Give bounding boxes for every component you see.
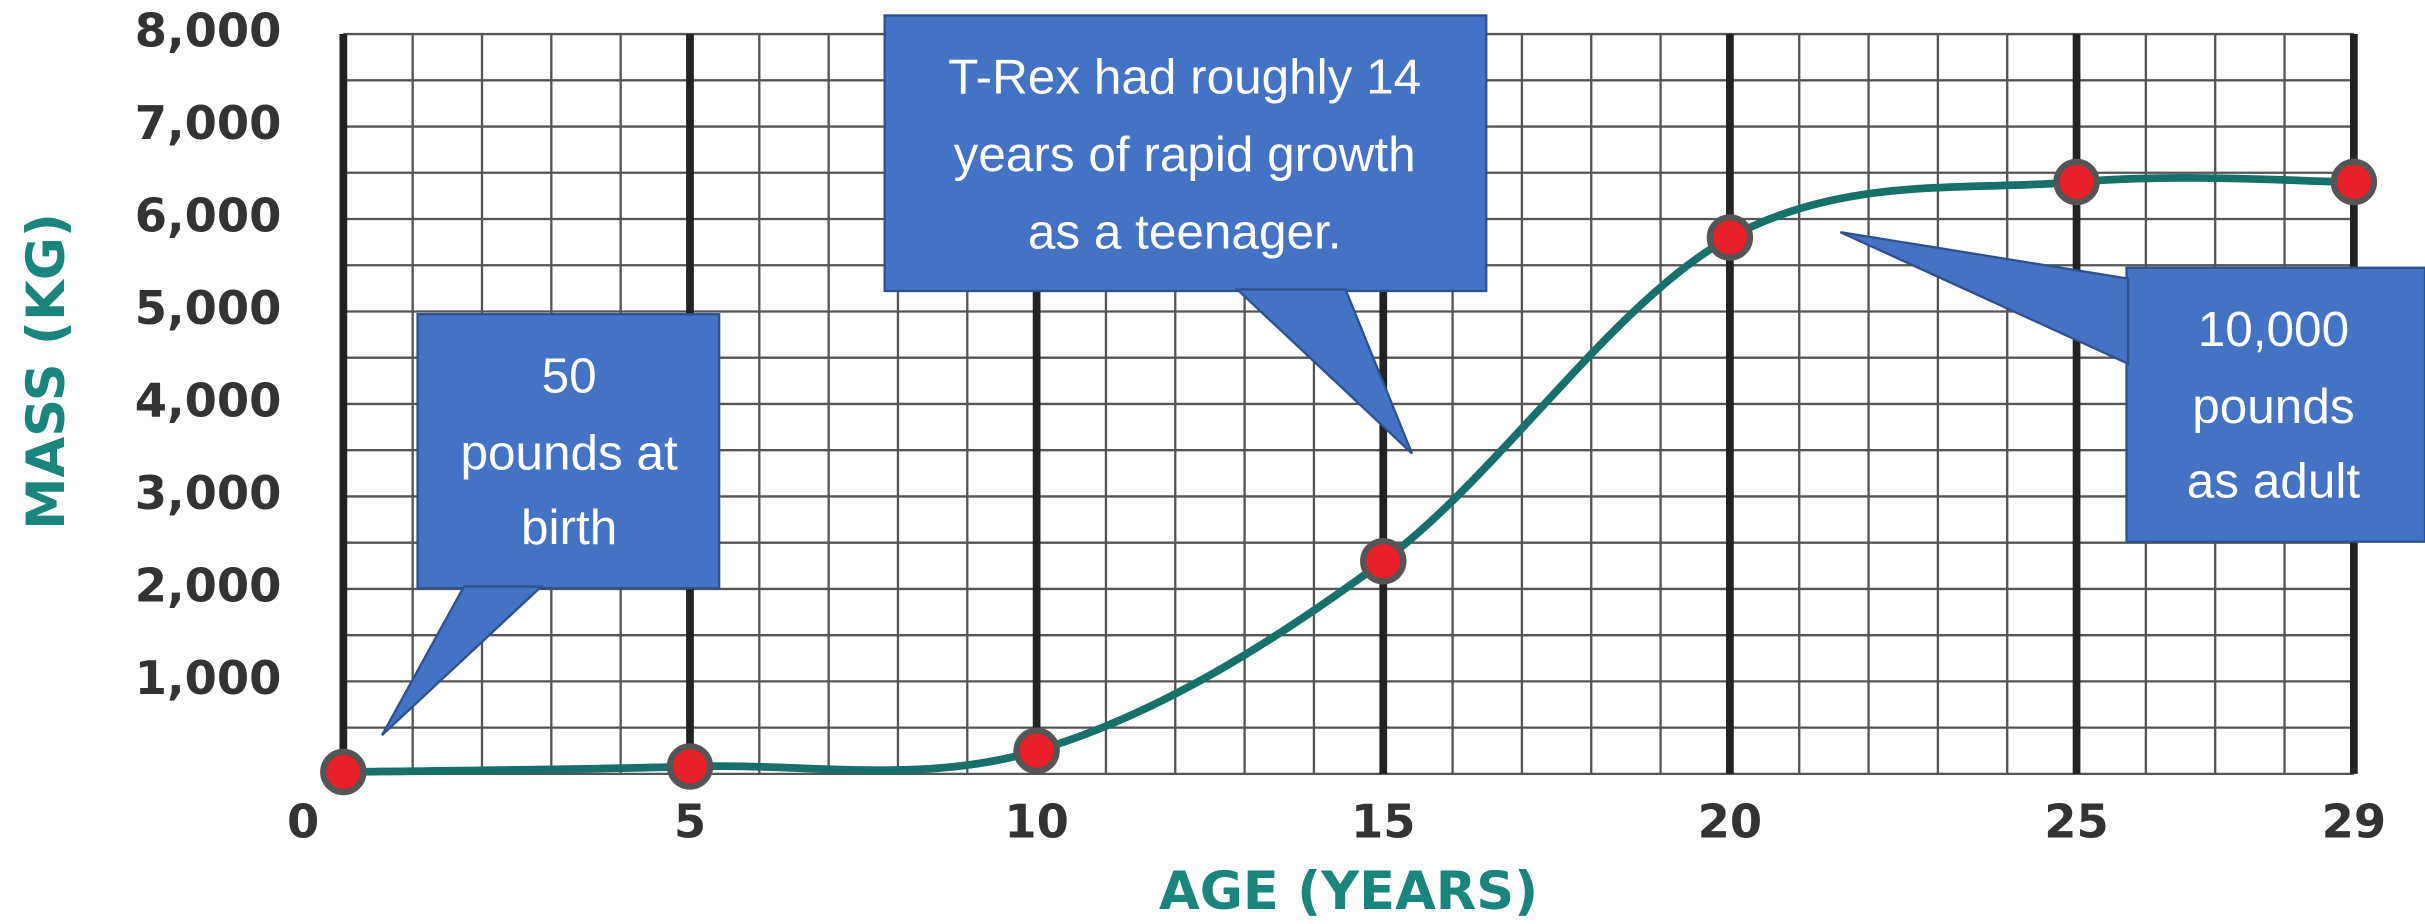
- callout-text: 50: [542, 348, 597, 403]
- callout-box: [883, 14, 1488, 293]
- callout-text: years of rapid growth: [954, 127, 1416, 182]
- y-axis-title: MASS (KG): [16, 213, 77, 530]
- y-tick-label: 6,000: [135, 188, 282, 242]
- x-tick-label: 15: [1351, 794, 1416, 848]
- data-point: [1706, 214, 1754, 261]
- y-tick-label: 3,000: [135, 466, 282, 520]
- x-tick-label: 29: [2322, 794, 2387, 848]
- callout-pointer: [1839, 231, 2130, 366]
- y-tick-label: 5,000: [135, 281, 282, 335]
- callout-pointer: [1234, 288, 1414, 455]
- y-tick-label: 7,000: [135, 96, 282, 150]
- callout-text: pounds at: [460, 426, 678, 481]
- callout: T-Rex had roughly 14 years of rapid growt…: [883, 14, 1488, 455]
- callout-box: [416, 313, 721, 590]
- callout-text: as adult: [2187, 454, 2361, 509]
- callout-text: as a teenager.: [1028, 204, 1342, 259]
- data-point: [1360, 537, 1407, 585]
- callout: 10,000 pounds as adult: [1839, 231, 2425, 543]
- y-tick-label: 4,000: [135, 373, 282, 427]
- y-tick-label: 2,000: [135, 558, 282, 612]
- callout-text: T-Rex had roughly 14: [948, 50, 1421, 105]
- data-point: [2330, 158, 2378, 206]
- callout-box: [2125, 266, 2425, 543]
- x-axis-title: AGE (YEARS): [1159, 861, 1538, 922]
- callout-text: 10,000: [2198, 302, 2349, 357]
- x-tick-label: 20: [1698, 794, 1763, 848]
- callout: 50 pounds at birth: [380, 313, 721, 737]
- callout-text: pounds: [2192, 379, 2354, 434]
- y-tick-label: 1,000: [135, 651, 282, 705]
- x-tick-label: 0: [287, 794, 319, 848]
- data-point: [320, 748, 367, 796]
- data-point: [666, 743, 714, 790]
- x-tick-label: 25: [2044, 794, 2109, 848]
- data-point: [1013, 727, 1060, 774]
- callout-pointer: [380, 585, 545, 737]
- callout-text: birth: [521, 500, 617, 555]
- y-tick-label: 8,000: [135, 4, 282, 58]
- x-tick-label: 5: [674, 794, 706, 848]
- data-point: [2053, 158, 2100, 206]
- x-tick-label: 10: [1004, 794, 1069, 848]
